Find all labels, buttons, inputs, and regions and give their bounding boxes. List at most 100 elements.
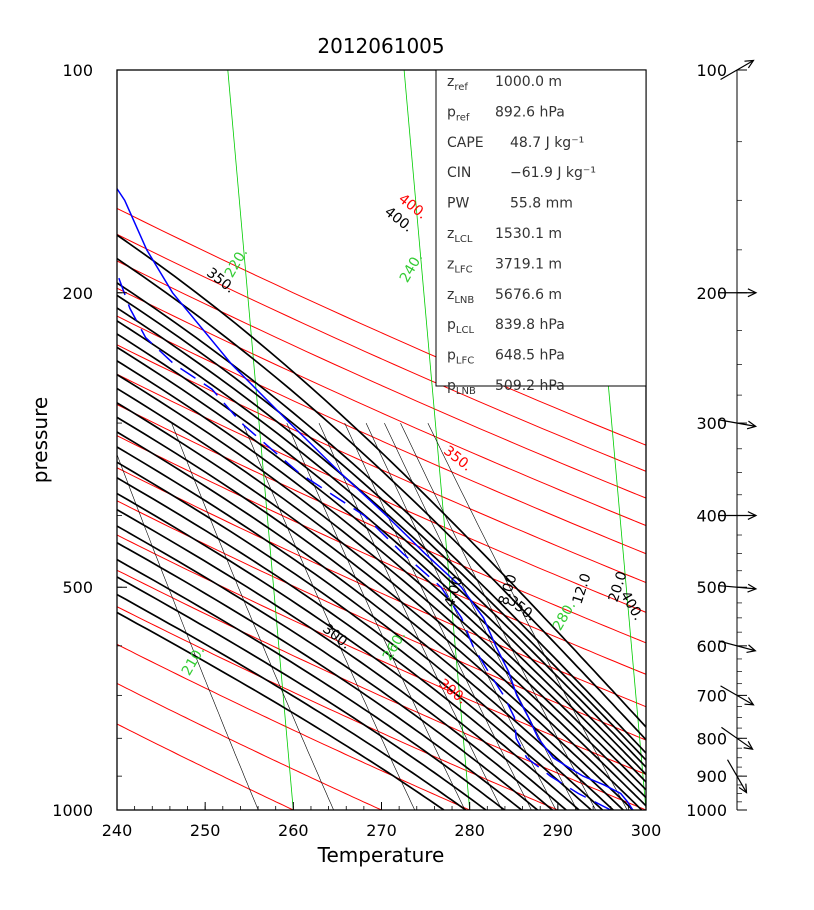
moist-adiabat-line: [117, 387, 643, 810]
x-tick-label: 300: [631, 821, 662, 840]
table-row-value: 648.5 hPa: [495, 348, 565, 364]
table-row-label: CAPE: [447, 135, 484, 151]
wind-axis-tick-label: 300: [696, 414, 727, 433]
table-row-value: 48.7 J kg⁻¹: [510, 135, 584, 151]
wind-axis-tick-label: 1000: [686, 801, 727, 820]
moist-adiabat-line: [117, 446, 604, 810]
mixing-ratio-line: [344, 422, 532, 810]
wind-axis-tick-label: 200: [696, 284, 727, 303]
moist-adiabat-line: [117, 373, 646, 808]
moist-adiabat-line: [117, 257, 646, 741]
wind-axis-tick-label: 700: [696, 686, 727, 705]
isotherm-line: [227, 70, 294, 810]
dry-adiabat-line: [117, 373, 646, 613]
table-row-value: 509.2 hPa: [495, 378, 565, 394]
wind-barb-arrowhead: [738, 783, 748, 794]
isotherm-label: 260.: [380, 629, 409, 664]
dry-adiabat-line: [117, 467, 646, 708]
mixing-ratio-label: 4.00: [442, 574, 467, 609]
dry-adiabat-line: [117, 500, 646, 741]
wind-barb-column: 100 200 300 400 500 600 700 800 900 1000: [686, 59, 758, 820]
wind-barb-shaft: [721, 726, 753, 750]
wind-barb-arrowhead: [744, 59, 755, 69]
wind-barb-shaft: [720, 59, 754, 81]
dry-adiabat-line: [117, 435, 646, 675]
wind-axis-tick-label: 400: [696, 507, 727, 526]
dry-adiabat-line: [117, 344, 646, 584]
dry-adiabat-line: [117, 287, 646, 527]
moist-adiabat-line: [117, 319, 646, 776]
moist-adiabat-line: [117, 359, 646, 799]
temperature-profile-line: [117, 187, 634, 810]
moist-adiabat-line: [117, 346, 646, 791]
wind-axis-tick-label: 100: [696, 61, 727, 80]
dry-adiabat-line: [117, 315, 646, 555]
moist-adiabat-line: [117, 508, 553, 810]
y-tick-label: 1000: [52, 801, 93, 820]
moist-adiabat-line: [117, 431, 614, 810]
dry-adiabats: [117, 207, 646, 810]
dry-adiabat-line: [117, 682, 382, 810]
dry-adiabat-line: [117, 260, 646, 499]
wind-barb-arrowhead: [747, 511, 758, 520]
wind-barb-shaft: [720, 685, 754, 706]
dry-adiabat-line: [117, 569, 646, 810]
moist-adiabat-line: [117, 593, 467, 810]
moist-adiabat-line: [117, 461, 592, 810]
wind-barb-arrowhead: [744, 697, 755, 706]
mixing-ratio-label: 12.0: [570, 571, 595, 606]
axes: 240 250 260 270 280 290 300 100 200 500 1000: [52, 61, 661, 840]
mixing-ratio-line: [171, 422, 334, 810]
table-row-label: CIN: [447, 165, 471, 181]
wind-barb-arrowhead: [743, 741, 754, 750]
dry-adiabat-line: [117, 403, 646, 644]
dry-adiabat-label: 350.: [440, 443, 474, 475]
wind-axis-tick-label: 600: [696, 637, 727, 656]
wind-barb-arrowhead: [746, 420, 758, 430]
y-tick-label: 500: [62, 578, 93, 597]
x-axis-label: Temperature: [317, 843, 445, 867]
y-tick-label: 200: [62, 284, 93, 303]
moist-adiabat-line: [117, 476, 580, 810]
table-row-value: 55.8 mm: [510, 196, 573, 212]
table-row-value: 1530.1 m: [495, 226, 562, 242]
dry-adiabat-line: [117, 233, 646, 472]
parameter-table-box: [435, 69, 647, 387]
wind-barb-shaft: [718, 419, 756, 427]
dry-adiabat-line: [117, 723, 294, 810]
moist-adiabats: [117, 234, 646, 810]
wind-axis-tick-label: 500: [696, 578, 727, 597]
table-row-value: 3719.1 m: [495, 256, 562, 272]
isotherm-line: [757, 70, 814, 810]
chart-title: 2012061005: [317, 34, 444, 58]
x-tick-label: 270: [366, 821, 397, 840]
moist-adiabat-line: [117, 558, 506, 810]
wind-barb-arrowhead: [747, 288, 758, 298]
moist-adiabat-line: [117, 525, 539, 810]
moist-adiabat-line: [117, 416, 624, 810]
moist-adiabat-line: [117, 575, 487, 810]
table-row-value: 5676.6 m: [495, 287, 562, 303]
wind-barb-arrowhead: [747, 583, 758, 593]
wind-axis-tick-label: 800: [696, 729, 727, 748]
moist-adiabat-line: [117, 611, 445, 810]
x-tick-label: 250: [190, 821, 221, 840]
dewpoint-profile-line: [117, 267, 612, 810]
x-tick-label: 260: [278, 821, 309, 840]
table-row-value: 839.8 hPa: [495, 317, 565, 333]
x-tick-label: 240: [102, 821, 133, 840]
table-row-label: PW: [447, 196, 469, 212]
isotherm-line: [117, 805, 118, 810]
wind-axis-tick-label: 900: [696, 767, 727, 786]
table-row-value: −61.9 J kg⁻¹: [510, 165, 596, 181]
moist-adiabat-line: [117, 401, 634, 810]
sounding-profiles: [117, 187, 634, 810]
x-tick-label: 280: [454, 821, 485, 840]
y-axis-label: pressure: [28, 397, 52, 483]
dry-adiabat-line: [117, 643, 470, 810]
dry-adiabat-line: [117, 606, 558, 810]
mixing-ratio-line: [365, 422, 557, 810]
y-tick-label: 100: [62, 61, 93, 80]
